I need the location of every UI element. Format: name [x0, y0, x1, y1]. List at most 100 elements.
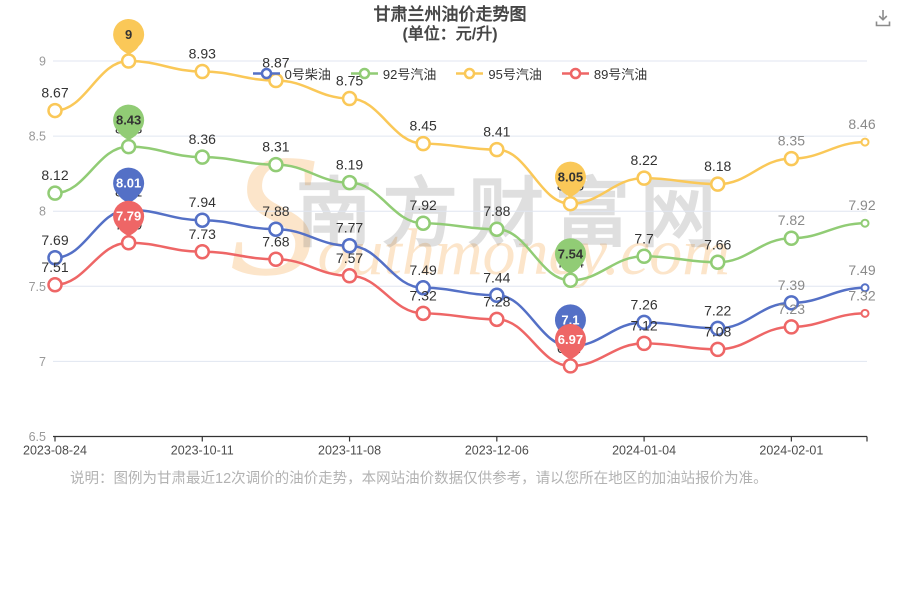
- data-label-89号汽油: 7.57: [336, 250, 363, 266]
- series-line-92号汽油: [53, 145, 867, 282]
- data-point-0号柴油[interactable]: [489, 287, 505, 304]
- data-label-89号汽油: 7.73: [189, 226, 216, 242]
- data-point-89号汽油[interactable]: [415, 305, 431, 322]
- data-label-92号汽油: 7.82: [778, 212, 805, 228]
- data-point-89号汽油[interactable]: [194, 244, 211, 260]
- max-pin-92号汽油[interactable]: [113, 104, 145, 141]
- max-pin-95号汽油[interactable]: [113, 18, 145, 55]
- data-label-92号汽油: 7.88: [483, 203, 510, 219]
- series-line-0号柴油: [53, 208, 867, 348]
- data-point-89号汽油[interactable]: [120, 234, 137, 251]
- data-point-95号汽油[interactable]: [562, 195, 579, 212]
- data-point-0号柴油[interactable]: [860, 283, 870, 293]
- legend-marker-icon: [561, 67, 589, 80]
- legend-marker-icon: [456, 67, 484, 80]
- legend-item-95号汽油[interactable]: 95号汽油: [456, 64, 542, 83]
- data-point-0号柴油[interactable]: [783, 295, 800, 311]
- data-label-0号柴油: 7.22: [704, 302, 731, 318]
- data-label-95号汽油: 8.67: [41, 85, 68, 101]
- min-pin-label-92号汽油: 7.54: [558, 246, 584, 261]
- data-label-92号汽油: 8.19: [336, 157, 363, 173]
- data-point-95号汽油[interactable]: [341, 90, 358, 107]
- data-label-89号汽油: 7.51: [41, 259, 68, 275]
- data-point-95号汽油[interactable]: [636, 170, 652, 186]
- data-label-0号柴油: 7.77: [336, 220, 363, 236]
- data-point-89号汽油[interactable]: [489, 311, 505, 328]
- data-point-92号汽油[interactable]: [341, 174, 358, 191]
- data-point-95号汽油[interactable]: [415, 135, 431, 152]
- data-label-95号汽油: 8.75: [336, 73, 363, 89]
- data-point-89号汽油[interactable]: [783, 319, 800, 335]
- data-point-89号汽油[interactable]: [47, 277, 63, 293]
- x-axis-label: 2024-02-01: [759, 444, 823, 458]
- data-label-89号汽油: 7.32: [848, 287, 875, 303]
- data-point-0号柴油[interactable]: [194, 212, 211, 228]
- chart-title: 甘肃兰州油价走势图: [373, 5, 527, 24]
- data-point-0号柴油[interactable]: [47, 250, 63, 266]
- max-pin-label-89号汽油: 7.79: [116, 209, 141, 224]
- data-label-89号汽油: 7.23: [778, 301, 805, 317]
- legend-label: 0号柴油: [284, 67, 331, 82]
- data-point-95号汽油[interactable]: [47, 102, 63, 119]
- data-point-92号汽油[interactable]: [709, 254, 726, 271]
- data-label-89号汽油: 7.32: [410, 287, 437, 303]
- data-point-92号汽油[interactable]: [489, 221, 505, 237]
- y-axis-label: 8.5: [29, 130, 46, 144]
- data-point-0号柴油[interactable]: [341, 237, 358, 254]
- data-point-92号汽油[interactable]: [415, 215, 431, 231]
- legend-item-89号汽油[interactable]: 89号汽油: [561, 64, 648, 83]
- series-line-95号汽油: [53, 59, 867, 205]
- data-point-0号柴油[interactable]: [709, 320, 726, 337]
- data-point-92号汽油[interactable]: [783, 230, 800, 246]
- x-axis-label: 2023-10-11: [171, 444, 234, 458]
- legend-item-92号汽油[interactable]: 92号汽油: [350, 64, 437, 83]
- max-pin-label-0号柴油: 8.01: [116, 176, 141, 191]
- legend-item-0号柴油[interactable]: 0号柴油: [252, 64, 331, 83]
- data-point-0号柴油[interactable]: [415, 280, 431, 296]
- min-pin-89号汽油[interactable]: [554, 323, 586, 360]
- data-point-92号汽油[interactable]: [47, 185, 63, 201]
- data-label-92号汽油: 7.66: [704, 236, 731, 252]
- data-label-95号汽油: 8.35: [778, 133, 805, 149]
- data-label-0号柴油: 7.88: [262, 203, 289, 219]
- data-point-92号汽油[interactable]: [860, 218, 870, 228]
- data-point-92号汽油[interactable]: [562, 272, 579, 289]
- data-point-95号汽油[interactable]: [783, 150, 800, 167]
- data-label-89号汽油: 7.08: [704, 323, 731, 339]
- data-point-92号汽油[interactable]: [268, 156, 284, 173]
- max-pin-0号柴油[interactable]: [113, 167, 145, 204]
- data-point-95号汽油[interactable]: [489, 141, 505, 158]
- x-axis-label: 2023-08-24: [23, 444, 87, 458]
- data-point-89号汽油[interactable]: [636, 335, 652, 352]
- legend-label: 89号汽油: [593, 67, 648, 82]
- data-point-89号汽油[interactable]: [341, 268, 358, 284]
- price-trend-chart: 6.5 7 7.5 8 8.5 9 2023-08-24 2023-10-11 2023-11-…: [23, 18, 876, 458]
- data-label-92号汽油: 7.92: [848, 197, 875, 213]
- data-point-0号柴油[interactable]: [268, 221, 284, 237]
- data-point-92号汽油[interactable]: [636, 248, 652, 265]
- data-point-89号汽油[interactable]: [860, 308, 870, 318]
- data-point-89号汽油[interactable]: [268, 251, 284, 268]
- data-point-92号汽油[interactable]: [194, 149, 211, 165]
- y-axis-label: 9: [39, 55, 46, 69]
- save-as-image-button[interactable]: [873, 8, 893, 28]
- max-pin-89号汽油[interactable]: [113, 200, 145, 237]
- data-point-95号汽油[interactable]: [709, 176, 726, 192]
- max-pin-label-95号汽油: 9: [125, 27, 132, 42]
- legend-label: 92号汽油: [382, 67, 437, 82]
- x-axis-label: 2024-01-04: [612, 444, 676, 458]
- data-label-95号汽油: 8.18: [704, 158, 731, 174]
- max-pin-label-92号汽油: 8.43: [116, 113, 141, 128]
- chart-title-block: 甘肃兰州油价走势图 (单位：元/升): [0, 5, 900, 44]
- data-point-95号汽油[interactable]: [194, 63, 211, 80]
- min-pin-92号汽油[interactable]: [554, 238, 586, 274]
- data-point-0号柴油[interactable]: [636, 314, 652, 331]
- data-label-92号汽油: 8.31: [262, 139, 289, 155]
- data-point-92号汽油[interactable]: [120, 138, 137, 155]
- min-pin-95号汽油[interactable]: [554, 161, 586, 198]
- data-point-89号汽油[interactable]: [709, 341, 726, 358]
- data-point-89号汽油[interactable]: [562, 358, 579, 374]
- chart-subtitle: (单位：元/升): [402, 26, 498, 43]
- data-point-95号汽油[interactable]: [860, 137, 870, 147]
